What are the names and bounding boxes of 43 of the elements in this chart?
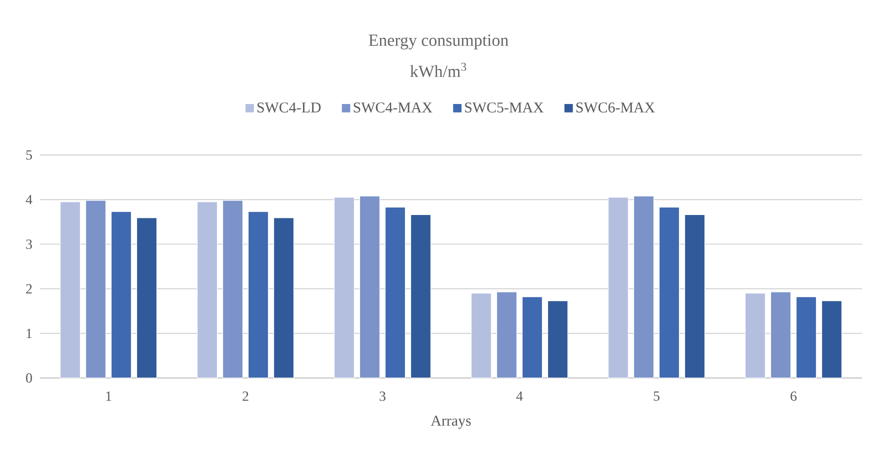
x-tick-label: 3 (380, 392, 386, 401)
bar (85, 200, 106, 378)
bar (60, 202, 81, 378)
bar (334, 197, 355, 378)
bar (522, 296, 543, 378)
x-tick-label: 1 (106, 391, 112, 401)
chart-title: Energy consumption (368, 34, 508, 50)
bar (796, 296, 817, 378)
x-tick-label: 4 (516, 391, 523, 401)
y-tick-label: 0 (26, 373, 32, 383)
y-tick-label: 4 (26, 194, 32, 204)
legend-label: SWC5-MAX (465, 102, 544, 113)
y-tick-label: 2 (26, 284, 32, 294)
bar (608, 197, 629, 378)
y-tick-label: 5 (26, 150, 32, 160)
bar (384, 206, 406, 378)
x-tick-label: 5 (654, 391, 660, 401)
bar (359, 196, 380, 378)
bar (770, 292, 792, 378)
bar (658, 206, 680, 378)
bar (222, 200, 244, 378)
bar (410, 214, 432, 378)
bar (273, 218, 294, 378)
bar (547, 300, 568, 378)
bar (684, 214, 706, 378)
legend-label: SWC6-MAX (576, 102, 655, 113)
x-tick-label: 6 (790, 392, 797, 401)
bar (248, 211, 269, 378)
x-tick-label: 2 (242, 392, 248, 401)
legend-label: SWC4-LD (258, 102, 321, 113)
legend-label: SWC4-MAX (354, 102, 432, 113)
y-tick-label: 3 (26, 240, 32, 249)
bar (744, 292, 766, 378)
bar (136, 218, 158, 378)
bar (110, 211, 132, 378)
y-tick-label: 1 (26, 328, 32, 338)
chart-subtitle: kWh/m$^{3}$ (410, 62, 466, 78)
bar (496, 292, 518, 378)
bar (196, 202, 218, 378)
x-axis-title: Arrays (430, 416, 471, 429)
bar (821, 300, 842, 378)
bar (470, 292, 492, 378)
bar (633, 196, 654, 378)
